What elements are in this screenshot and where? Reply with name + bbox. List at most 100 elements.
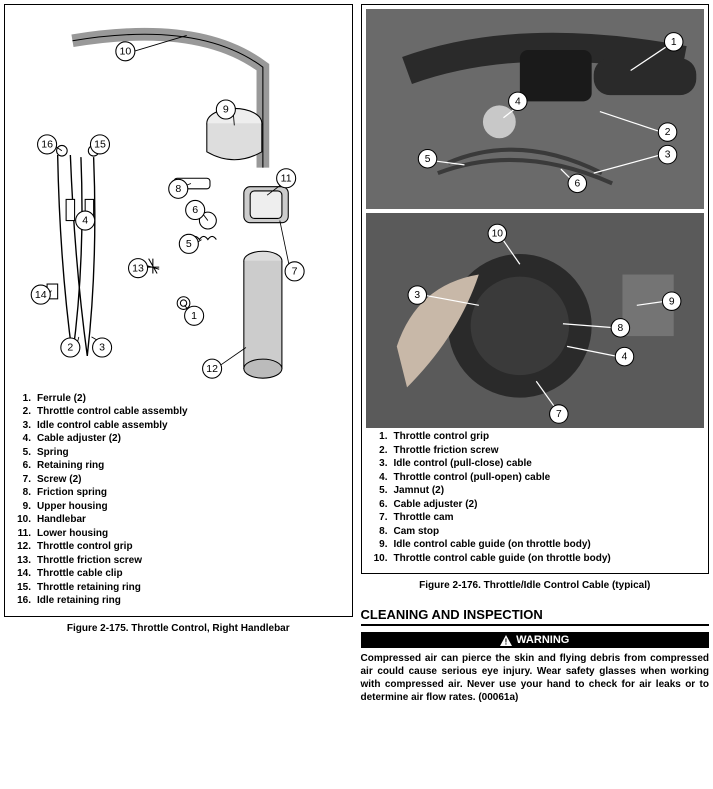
parts-number: 10. (372, 552, 394, 566)
parts-label: Lower housing (37, 527, 342, 541)
parts-label: Ferrule (2) (37, 392, 342, 406)
parts-number: 10. (15, 513, 37, 527)
parts-number: 7. (372, 511, 394, 525)
parts-label: Retaining ring (37, 459, 342, 473)
svg-text:4: 4 (621, 352, 627, 363)
figure-176-parts-list: 1.Throttle control grip2.Throttle fricti… (366, 428, 705, 569)
svg-text:2: 2 (67, 342, 73, 354)
parts-number: 4. (15, 432, 37, 446)
parts-label: Cable adjuster (2) (37, 432, 342, 446)
parts-label: Upper housing (37, 500, 342, 514)
parts-number: 7. (15, 473, 37, 487)
parts-list-row: 6.Retaining ring (15, 459, 342, 473)
parts-label: Throttle friction screw (37, 554, 342, 568)
svg-text:!: ! (505, 637, 508, 646)
right-column: 142356 1039847 1.Throttle control gr (361, 4, 710, 704)
figure-175-parts-list: 1.Ferrule (2)2.Throttle control cable as… (9, 390, 348, 612)
svg-text:4: 4 (514, 96, 520, 107)
warning-body-text: Compressed air can pierce the skin and f… (361, 652, 710, 704)
parts-number: 4. (372, 471, 394, 485)
parts-label: Throttle friction screw (394, 444, 699, 458)
parts-number: 16. (15, 594, 37, 608)
parts-label: Cam stop (394, 525, 699, 539)
svg-text:16: 16 (41, 139, 53, 151)
parts-list-row: 13.Throttle friction screw (15, 554, 342, 568)
parts-label: Idle retaining ring (37, 594, 342, 608)
parts-number: 1. (372, 430, 394, 444)
svg-text:1: 1 (670, 37, 676, 48)
parts-label: Jamnut (2) (394, 484, 699, 498)
parts-label: Throttle control grip (37, 540, 342, 554)
figure-176-photo-top: 142356 (366, 9, 705, 209)
parts-list-row: 2.Throttle friction screw (372, 444, 699, 458)
parts-label: Throttle retaining ring (37, 581, 342, 595)
parts-number: 11. (15, 527, 37, 541)
parts-number: 9. (372, 538, 394, 552)
parts-number: 8. (15, 486, 37, 500)
parts-list-row: 7.Screw (2) (15, 473, 342, 487)
figure-176-photo-bottom: 1039847 (366, 213, 705, 428)
parts-list-row: 4.Cable adjuster (2) (15, 432, 342, 446)
svg-text:11: 11 (281, 172, 292, 184)
parts-number: 8. (372, 525, 394, 539)
parts-list-row: 7.Throttle cam (372, 511, 699, 525)
parts-number: 1. (15, 392, 37, 406)
parts-number: 3. (15, 419, 37, 433)
parts-list-row: 10.Throttle control cable guide (on thro… (372, 552, 699, 566)
parts-label: Throttle control (pull-open) cable (394, 471, 699, 485)
figure-176-box: 142356 1039847 1.Throttle control gr (361, 4, 710, 574)
parts-label: Handlebar (37, 513, 342, 527)
parts-number: 2. (15, 405, 37, 419)
svg-text:10: 10 (119, 45, 131, 57)
svg-text:13: 13 (132, 262, 144, 274)
parts-label: Idle control cable guide (on throttle bo… (394, 538, 699, 552)
parts-number: 6. (15, 459, 37, 473)
svg-text:5: 5 (186, 238, 192, 250)
figure-175-caption: Figure 2-175. Throttle Control, Right Ha… (4, 623, 353, 634)
svg-text:6: 6 (192, 204, 198, 216)
svg-text:5: 5 (424, 154, 430, 165)
figure-176-caption: Figure 2-176. Throttle/Idle Control Cabl… (361, 580, 710, 591)
svg-text:12: 12 (206, 363, 218, 375)
svg-text:8: 8 (617, 323, 623, 334)
parts-number: 12. (15, 540, 37, 554)
warning-banner: ! WARNING (361, 632, 710, 648)
warning-label: WARNING (516, 634, 569, 646)
svg-text:3: 3 (99, 342, 105, 354)
svg-text:7: 7 (555, 409, 561, 420)
svg-text:14: 14 (35, 289, 47, 301)
svg-text:8: 8 (175, 183, 181, 195)
parts-number: 3. (372, 457, 394, 471)
parts-list-row: 3.Idle control (pull-close) cable (372, 457, 699, 471)
throttle-exploded-diagram: 10916151184651371413212 (9, 9, 348, 390)
parts-list-row: 14.Throttle cable clip (15, 567, 342, 581)
parts-number: 9. (15, 500, 37, 514)
svg-text:9: 9 (668, 296, 674, 307)
svg-text:3: 3 (414, 290, 420, 301)
svg-text:9: 9 (223, 104, 229, 116)
parts-label: Friction spring (37, 486, 342, 500)
parts-number: 5. (15, 446, 37, 460)
parts-list-row: 6.Cable adjuster (2) (372, 498, 699, 512)
parts-label: Throttle cable clip (37, 567, 342, 581)
parts-number: 5. (372, 484, 394, 498)
parts-label: Screw (2) (37, 473, 342, 487)
parts-list-row: 15.Throttle retaining ring (15, 581, 342, 595)
parts-list-row: 16.Idle retaining ring (15, 594, 342, 608)
svg-text:7: 7 (292, 266, 298, 278)
parts-label: Throttle control cable guide (on throttl… (394, 552, 699, 566)
parts-number: 14. (15, 567, 37, 581)
svg-text:6: 6 (574, 178, 580, 189)
parts-list-row: 9.Idle control cable guide (on throttle … (372, 538, 699, 552)
parts-label: Throttle control grip (394, 430, 699, 444)
parts-list-row: 1.Throttle control grip (372, 430, 699, 444)
parts-list-row: 4.Throttle control (pull-open) cable (372, 471, 699, 485)
parts-list-row: 2.Throttle control cable assembly (15, 405, 342, 419)
parts-number: 2. (372, 444, 394, 458)
parts-label: Throttle control cable assembly (37, 405, 342, 419)
svg-text:4: 4 (82, 215, 88, 227)
parts-label: Cable adjuster (2) (394, 498, 699, 512)
parts-list-row: 3.Idle control cable assembly (15, 419, 342, 433)
section-heading-cleaning: CLEANING AND INSPECTION (361, 607, 710, 626)
parts-list-row: 11.Lower housing (15, 527, 342, 541)
